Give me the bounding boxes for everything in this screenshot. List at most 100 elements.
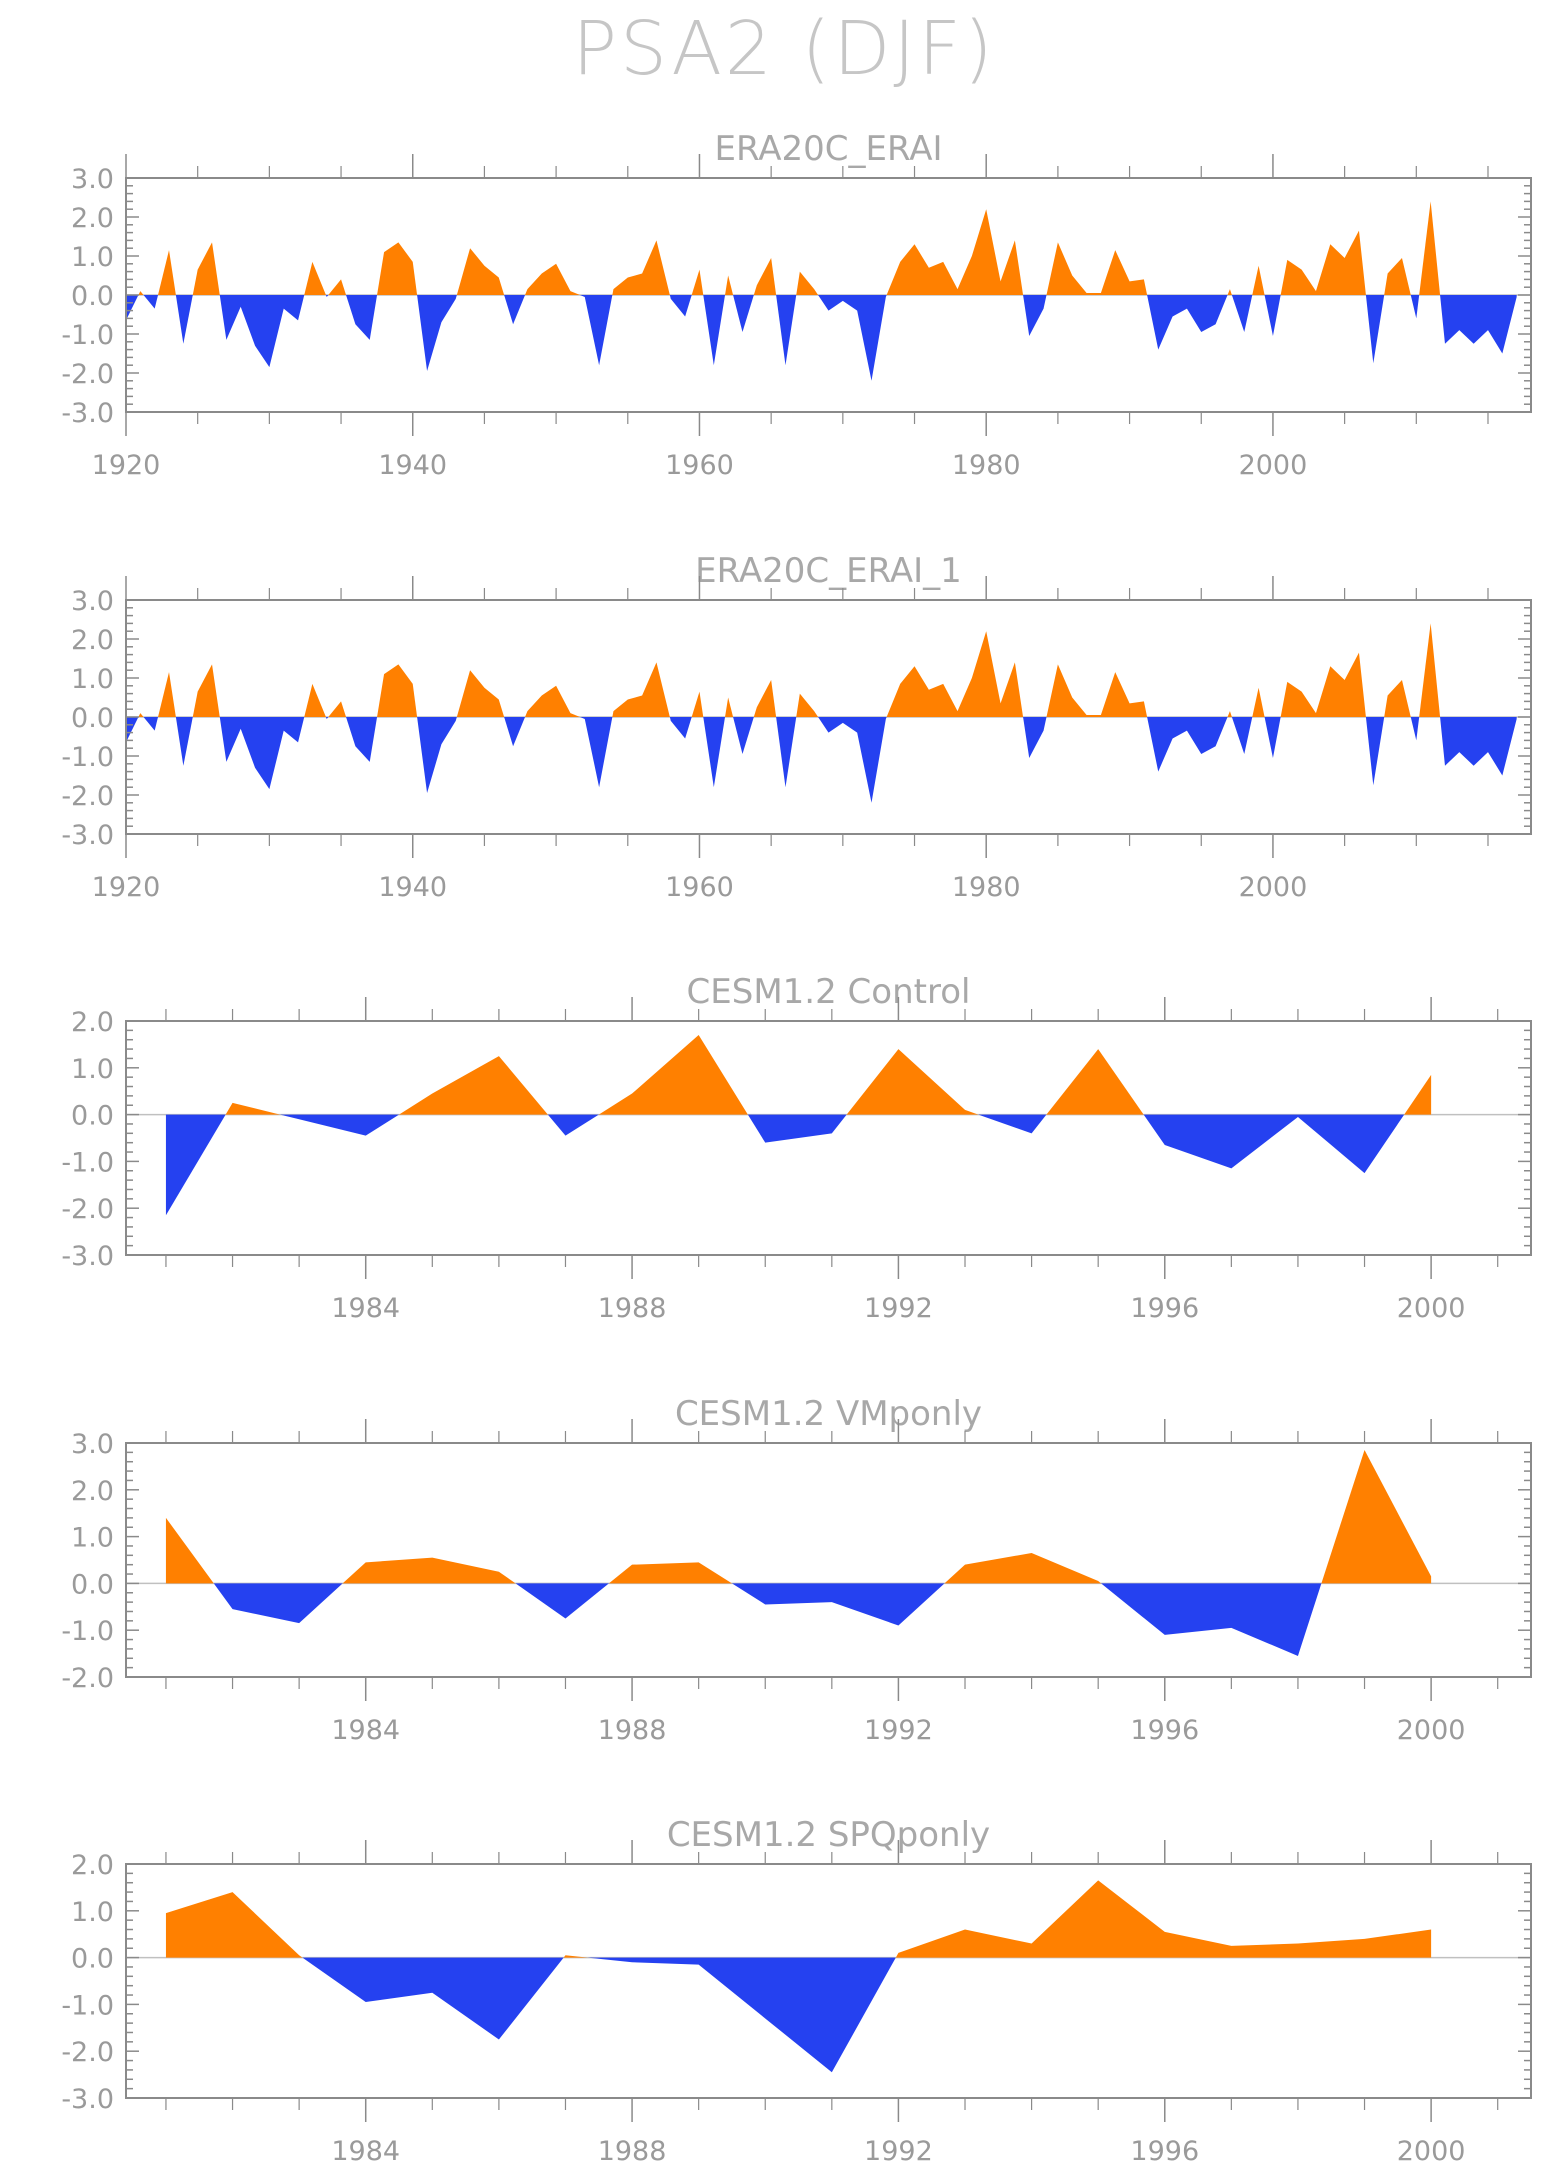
positive-anomaly-area bbox=[192, 664, 220, 717]
panel-title: CESM1.2 Control bbox=[687, 972, 971, 1012]
positive-anomaly-area bbox=[158, 672, 176, 717]
positive-anomaly-area bbox=[691, 269, 704, 295]
positive-anomaly-area bbox=[1046, 664, 1148, 717]
negative-anomaly-area bbox=[733, 295, 754, 333]
negative-anomaly-area bbox=[1365, 717, 1385, 786]
main-title: PSA2 (DJF) bbox=[572, 6, 996, 92]
negative-anomaly-area bbox=[1264, 295, 1281, 336]
positive-anomaly-area bbox=[796, 271, 819, 295]
negative-anomaly-area bbox=[747, 1114, 847, 1143]
positive-anomaly-area bbox=[886, 631, 1024, 717]
negative-anomaly-area bbox=[1023, 717, 1047, 758]
y-tick-label: -1.0 bbox=[61, 1990, 114, 2021]
negative-anomaly-area bbox=[703, 717, 726, 788]
x-tick-label: 1984 bbox=[331, 1293, 400, 1324]
negative-anomaly-area bbox=[818, 295, 887, 381]
positive-anomaly-area bbox=[377, 664, 418, 717]
negative-anomaly-area bbox=[1410, 295, 1420, 319]
positive-anomaly-area bbox=[192, 242, 220, 295]
negative-anomaly-area bbox=[213, 1583, 343, 1624]
panel-title: ERA20C_ERAI_1 bbox=[695, 551, 962, 591]
y-tick-label: -3.0 bbox=[61, 820, 114, 851]
positive-anomaly-area bbox=[138, 291, 144, 295]
x-tick-label: 1996 bbox=[1130, 1293, 1199, 1324]
x-tick-label: 2000 bbox=[1397, 2136, 1466, 2167]
positive-anomaly-area bbox=[886, 209, 1024, 295]
y-tick-label: 0.0 bbox=[71, 703, 114, 734]
negative-anomaly-area bbox=[978, 1114, 1047, 1134]
panel-era20c-erai-1: ERA20C_ERAI_1 -3.0 -2.0 -1.0 0.0 1.0 2.0 3.0 192… bbox=[61, 551, 1532, 903]
negative-anomaly-area bbox=[1231, 717, 1253, 755]
y-tick-label: 2.0 bbox=[71, 203, 114, 234]
negative-anomaly-area bbox=[175, 717, 193, 766]
x-tick-label: 1992 bbox=[864, 1293, 933, 1324]
y-tick-label: 0.0 bbox=[71, 1101, 114, 1132]
positive-anomaly-area bbox=[1419, 623, 1441, 717]
negative-anomaly-area bbox=[1440, 717, 1517, 776]
positive-anomaly-area bbox=[456, 248, 505, 295]
negative-anomaly-area bbox=[1440, 295, 1517, 354]
y-tick-label: -2.0 bbox=[61, 1663, 114, 1694]
panel-title: ERA20C_ERAI bbox=[714, 129, 942, 169]
negative-anomaly-area bbox=[669, 295, 692, 317]
panel-title: CESM1.2 SPQponly bbox=[667, 1815, 990, 1855]
positive-anomaly-area bbox=[1227, 711, 1232, 717]
negative-anomaly-area bbox=[417, 717, 457, 794]
x-tick-label: 1940 bbox=[378, 450, 447, 481]
x-tick-label: 1960 bbox=[665, 872, 734, 903]
y-tick-label: 3.0 bbox=[71, 164, 114, 195]
y-tick-label: 2.0 bbox=[71, 1476, 114, 1507]
positive-anomaly-area bbox=[165, 1517, 214, 1584]
positive-anomaly-area bbox=[612, 662, 670, 717]
negative-anomaly-area bbox=[1365, 295, 1385, 364]
x-tick-label: 1996 bbox=[1130, 2136, 1199, 2167]
y-tick-label: -3.0 bbox=[61, 2084, 114, 2115]
positive-anomaly-area bbox=[796, 693, 819, 717]
positive-anomaly-area bbox=[525, 685, 580, 717]
negative-anomaly-area bbox=[126, 717, 139, 743]
negative-anomaly-area bbox=[579, 717, 613, 788]
x-tick-label: 1984 bbox=[331, 1715, 400, 1746]
x-tick-label: 1980 bbox=[952, 872, 1021, 903]
negative-anomaly-area bbox=[776, 717, 797, 788]
x-tick-label: 1996 bbox=[1130, 1715, 1199, 1746]
positive-anomaly-area bbox=[328, 279, 347, 295]
positive-anomaly-area bbox=[753, 679, 777, 717]
x-tick-label: 1980 bbox=[952, 450, 1021, 481]
y-tick-label: 2.0 bbox=[71, 1850, 114, 1881]
negative-anomaly-area bbox=[346, 295, 378, 340]
y-tick-label: -3.0 bbox=[61, 398, 114, 429]
panel-cesm-vmponly: CESM1.2 VMponly -2.0 -1.0 0.0 1.0 2.0 3.0 1984 1… bbox=[61, 1394, 1532, 1746]
negative-anomaly-area bbox=[731, 1583, 945, 1626]
positive-anomaly-area bbox=[1384, 257, 1411, 295]
positive-anomaly-area bbox=[753, 257, 777, 295]
negative-anomaly-area bbox=[280, 1114, 400, 1136]
x-tick-label: 2000 bbox=[1239, 872, 1308, 903]
x-tick-label: 1988 bbox=[598, 2136, 667, 2167]
negative-anomaly-area bbox=[175, 295, 193, 344]
y-tick-label: -3.0 bbox=[61, 1241, 114, 1272]
positive-anomaly-area bbox=[138, 713, 144, 717]
x-tick-label: 2000 bbox=[1239, 450, 1308, 481]
y-tick-label: 3.0 bbox=[71, 586, 114, 617]
y-tick-label: -2.0 bbox=[61, 359, 114, 390]
negative-anomaly-area bbox=[219, 717, 305, 790]
x-tick-label: 1940 bbox=[378, 872, 447, 903]
negative-anomaly-area bbox=[504, 295, 526, 325]
x-tick-label: 2000 bbox=[1397, 1715, 1466, 1746]
plot-frame bbox=[125, 1863, 1532, 2099]
positive-anomaly-area bbox=[1404, 1074, 1432, 1115]
x-tick-label: 1920 bbox=[92, 450, 161, 481]
y-tick-label: 3.0 bbox=[71, 1429, 114, 1460]
plot-frame bbox=[125, 1442, 1532, 1678]
negative-anomaly-area bbox=[1147, 295, 1228, 350]
negative-anomaly-area bbox=[143, 717, 159, 731]
y-tick-label: 1.0 bbox=[71, 1897, 114, 1928]
panel-cesm-spqponly: CESM1.2 SPQponly -3.0 -2.0 -1.0 0.0 1.0 2.0 198… bbox=[61, 1815, 1532, 2167]
positive-anomaly-area bbox=[1321, 1450, 1432, 1584]
positive-anomaly-area bbox=[846, 1049, 979, 1115]
negative-anomaly-area bbox=[219, 295, 305, 368]
negative-anomaly-area bbox=[1147, 717, 1228, 772]
negative-anomaly-area bbox=[1101, 1583, 1322, 1656]
